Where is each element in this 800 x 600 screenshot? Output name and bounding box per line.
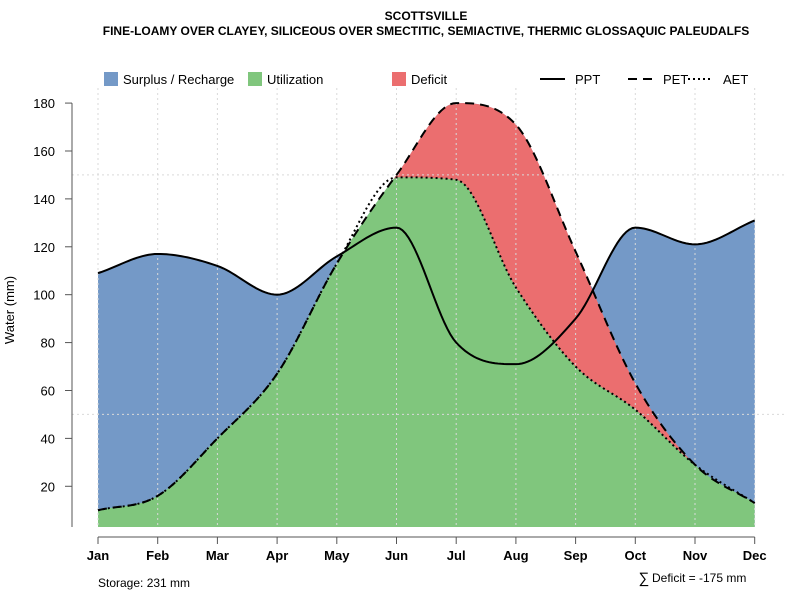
x-tick-label-oct: Oct	[624, 548, 646, 563]
series-line-ppt	[97, 219, 756, 366]
legend-label: Deficit	[411, 72, 448, 87]
surplus-overlay	[98, 103, 755, 511]
x-tick-label-dec: Dec	[743, 548, 767, 563]
legend-swatch-1	[248, 72, 262, 86]
y-tick-label: 40	[41, 431, 55, 446]
utilization-area	[98, 177, 755, 527]
chart-title: SCOTTSVILLE	[385, 9, 468, 23]
x-tick-label-nov: Nov	[683, 548, 708, 563]
legend-swatch-0	[104, 72, 118, 86]
legend: Surplus / Recharge Utilization Deficit PPT P…	[104, 72, 748, 87]
y-tick-label: 120	[33, 240, 55, 255]
y-tick-label: 20	[41, 479, 55, 494]
deficit-annotation: Deficit = -175 mm	[652, 571, 746, 585]
y-tick-label: 140	[33, 192, 55, 207]
y-tick-label: 100	[33, 288, 55, 303]
y-tick-label: 180	[33, 96, 55, 111]
x-tick-label-sep: Sep	[564, 548, 588, 563]
y-axis-label: Water (mm)	[2, 276, 17, 344]
x-tick-label-mar: Mar	[206, 548, 229, 563]
area-fills	[98, 103, 755, 527]
y-tick-label: 60	[41, 383, 55, 398]
y-tick-label: 160	[33, 144, 55, 159]
series-line-aet	[97, 176, 756, 512]
x-tick-label-apr: Apr	[266, 548, 288, 563]
series-line-pet	[97, 102, 756, 512]
series-lines	[97, 102, 756, 512]
x-tick-label-jun: Jun	[385, 548, 408, 563]
chart-subtitle: FINE-LOAMY OVER CLAYEY, SILICEOUS OVER S…	[103, 24, 750, 38]
legend-label: PPT	[575, 72, 600, 87]
x-tick-label-feb: Feb	[146, 548, 169, 563]
sum-symbol: ∑	[639, 570, 650, 587]
storage-annotation: Storage: 231 mm	[98, 576, 190, 590]
x-tick-label-jan: Jan	[87, 548, 109, 563]
x-tick-label-jul: Jul	[447, 548, 466, 563]
legend-swatch-2	[392, 72, 406, 86]
legend-label: PET	[663, 72, 688, 87]
y-tick-label: 80	[41, 336, 55, 351]
legend-label: AET	[723, 72, 748, 87]
legend-label: Utilization	[267, 72, 323, 87]
x-tick-label-aug: Aug	[503, 548, 528, 563]
x-tick-label-may: May	[324, 548, 350, 563]
axes: 20 40 60 80 100 120 140 160 180 Jan Feb Mar Apr May Ju…	[33, 96, 766, 563]
legend-label: Surplus / Recharge	[123, 72, 234, 87]
grid-lines	[72, 88, 785, 527]
